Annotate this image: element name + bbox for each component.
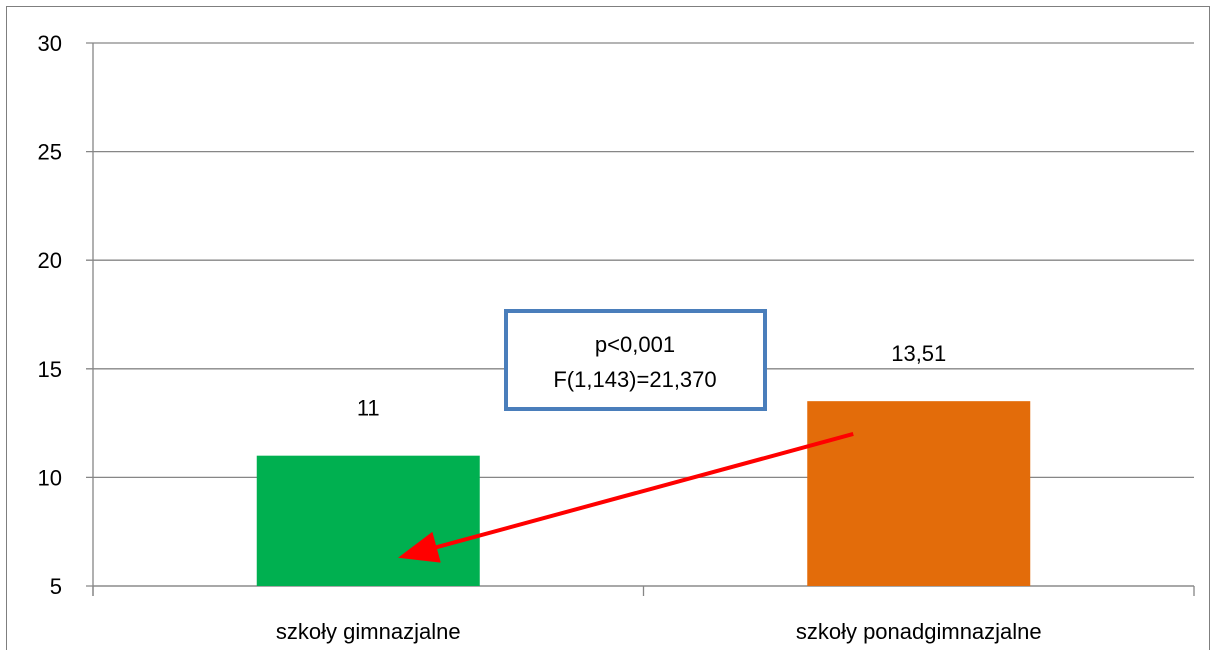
- annotation-line: p<0,001: [595, 332, 675, 357]
- annotation-line: F(1,143)=21,370: [553, 367, 716, 392]
- data-label: 11: [357, 396, 380, 421]
- y-tick-label: 15: [38, 357, 62, 382]
- axes: 5 10 15 20 25 30 szkoły gimnazjalne szkoły pona…: [38, 31, 1195, 644]
- y-tick-label: 10: [38, 465, 62, 490]
- annotation: p<0,001 F(1,143)=21,370: [398, 309, 854, 563]
- annotation-box: [504, 309, 767, 411]
- x-category-label: szkoły ponadgimnazjalne: [796, 619, 1042, 644]
- x-category-label: szkoły gimnazjalne: [276, 619, 461, 644]
- y-tick-label: 20: [38, 248, 62, 273]
- y-tick-label: 5: [50, 574, 62, 599]
- data-labels: 11 13,51: [357, 341, 946, 421]
- y-tick-label: 25: [38, 140, 62, 165]
- bar: [256, 455, 480, 586]
- bar: [807, 401, 1031, 586]
- red-arrow: [398, 432, 854, 563]
- data-label: 13,51: [891, 341, 946, 366]
- bars: [256, 401, 1031, 586]
- y-tick-label: 30: [38, 31, 62, 56]
